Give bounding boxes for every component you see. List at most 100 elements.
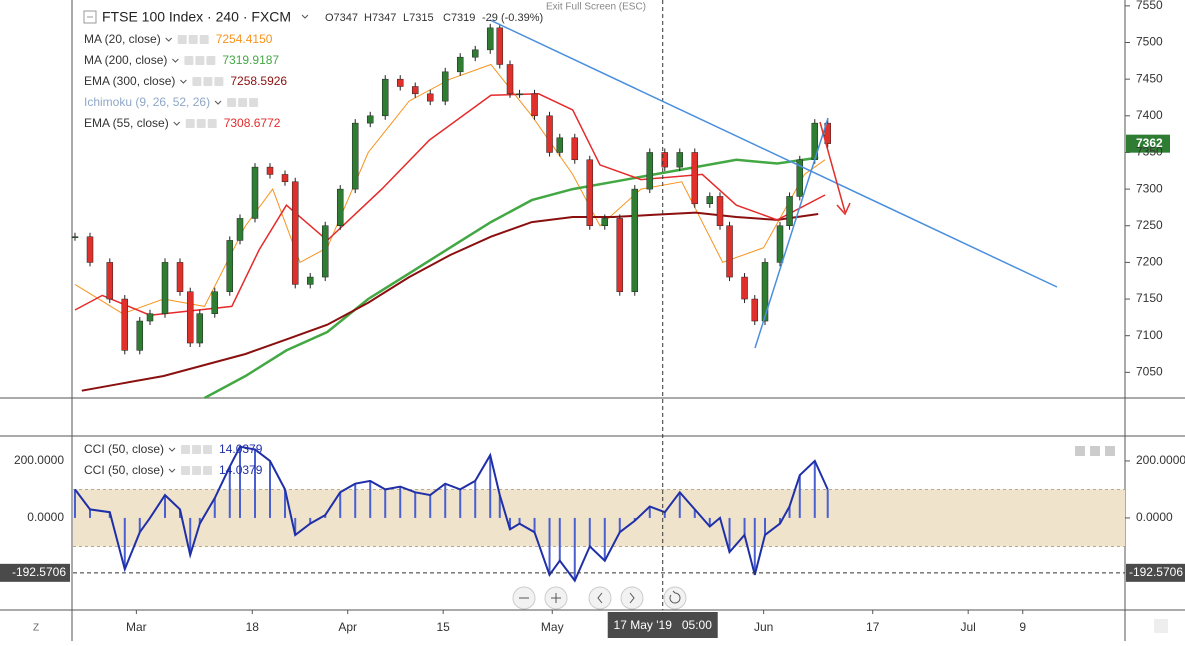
trend-line[interactable] <box>754 117 829 349</box>
crosshair-value-box <box>0 563 70 582</box>
indicator-name[interactable]: EMA (55, close) <box>84 116 169 130</box>
x-tick-label: 15 <box>437 620 451 634</box>
legend-button[interactable] <box>199 35 209 44</box>
candle-body <box>471 49 479 58</box>
ohlc-low: L7315 <box>403 12 434 24</box>
legend-button[interactable] <box>181 466 191 475</box>
legend-button[interactable] <box>184 56 194 65</box>
y-tick-label: 7050 <box>1136 365 1163 379</box>
candle-body <box>824 122 831 144</box>
ohlc-open: O7347 <box>325 12 358 24</box>
trend-line[interactable] <box>489 19 1058 288</box>
candle-body <box>211 291 219 314</box>
chevron <box>214 100 222 105</box>
candle-body <box>776 225 784 263</box>
indicator-value: 14.0379 <box>219 463 263 477</box>
y-tick-label: 0.0000 <box>27 510 64 524</box>
candle-body <box>441 71 449 102</box>
symbol[interactable]: FTSE 100 Index · 240 · FXCM <box>102 9 291 25</box>
candle-body <box>226 240 234 292</box>
indicator-line <box>74 63 826 315</box>
indicator-name[interactable]: Ichimoku (9, 26, 52, 26) <box>84 95 210 109</box>
y-tick-label: 7350 <box>1136 145 1163 159</box>
legend-button[interactable] <box>188 35 198 44</box>
x-tick-label: May <box>541 620 564 634</box>
candle-body <box>71 236 79 238</box>
candle-body <box>546 115 553 153</box>
scroll-right-button[interactable] <box>620 586 644 610</box>
candle-body <box>706 196 714 205</box>
candle-body <box>601 218 609 227</box>
legend-button[interactable] <box>185 119 195 128</box>
candle-body <box>176 262 184 292</box>
pane-button[interactable] <box>1090 446 1100 456</box>
legend-button[interactable] <box>207 119 217 128</box>
legend-button[interactable] <box>203 445 213 454</box>
x-tick-label: Jul <box>961 620 976 634</box>
pane-button[interactable] <box>1075 446 1085 456</box>
y-tick-label: 7150 <box>1136 291 1163 305</box>
settings-button[interactable] <box>1154 619 1168 633</box>
legend-button[interactable] <box>192 77 202 86</box>
legend-button[interactable] <box>192 466 202 475</box>
crosshair-time-label: 17 May '19 05:00 <box>614 618 713 632</box>
indicator-value: 7254.4150 <box>216 32 273 46</box>
candle-body <box>506 64 514 95</box>
indicator-name[interactable]: MA (20, close) <box>84 32 161 46</box>
candle-body <box>761 262 769 322</box>
candle-body <box>741 276 748 300</box>
chevron <box>301 14 309 19</box>
y-tick-label: 7400 <box>1136 108 1163 122</box>
icon <box>597 592 603 604</box>
indicator-value: 7308.6772 <box>224 116 281 130</box>
indicator-line <box>74 93 826 316</box>
legend-button[interactable] <box>227 98 237 107</box>
chevron <box>173 121 181 126</box>
legend-button[interactable] <box>177 35 187 44</box>
scroll-left-button[interactable] <box>588 586 612 610</box>
candle-body <box>516 93 523 96</box>
candle-body <box>291 181 299 285</box>
arrow-drawing[interactable] <box>819 121 846 213</box>
legend-button[interactable] <box>214 77 224 86</box>
candle-body <box>751 298 759 322</box>
legend-button[interactable] <box>238 98 248 107</box>
candle-body <box>266 166 274 175</box>
x-tick-label: Mar <box>126 620 147 634</box>
candle-body <box>281 174 289 183</box>
candle-body <box>631 188 639 292</box>
legend-button[interactable] <box>195 56 205 65</box>
collapse-button[interactable] <box>83 10 97 24</box>
exit-fullscreen[interactable]: Exit Full Screen (ESC) <box>546 2 646 13</box>
indicator-name[interactable]: MA (200, close) <box>84 53 167 67</box>
legend-button[interactable] <box>192 445 202 454</box>
candle-body <box>661 152 669 168</box>
x-tick-label: Jun <box>754 620 773 634</box>
candle-body <box>426 93 434 102</box>
legend-button[interactable] <box>203 77 213 86</box>
indicator-name[interactable]: CCI (50, close) <box>84 442 164 456</box>
reset-button[interactable] <box>663 586 687 610</box>
indicator-name[interactable]: CCI (50, close) <box>84 463 164 477</box>
candle-body <box>321 225 329 278</box>
legend-button[interactable] <box>206 56 216 65</box>
candle-body <box>786 196 793 227</box>
legend-button[interactable] <box>181 445 191 454</box>
legend-button[interactable] <box>249 98 259 107</box>
candle-body <box>336 188 344 227</box>
pane-button[interactable] <box>1105 446 1115 456</box>
candle-body <box>616 218 624 292</box>
candle-body <box>136 320 144 351</box>
cci-line <box>74 445 829 583</box>
y-tick-label: 7300 <box>1136 181 1163 195</box>
legend-button[interactable] <box>203 466 213 475</box>
y-tick-label: 7450 <box>1136 71 1163 85</box>
crosshair-value-box <box>1126 563 1185 582</box>
indicator-name[interactable]: EMA (300, close) <box>84 74 175 88</box>
legend-button[interactable] <box>196 119 206 128</box>
candle-body <box>726 225 733 278</box>
candle-body <box>716 196 724 227</box>
chevron <box>165 37 173 42</box>
